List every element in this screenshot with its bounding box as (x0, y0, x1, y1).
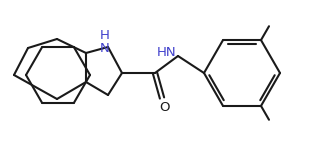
Text: N: N (100, 42, 110, 55)
Text: H: H (100, 29, 110, 42)
Text: HN: HN (156, 47, 176, 59)
Text: O: O (159, 101, 169, 114)
